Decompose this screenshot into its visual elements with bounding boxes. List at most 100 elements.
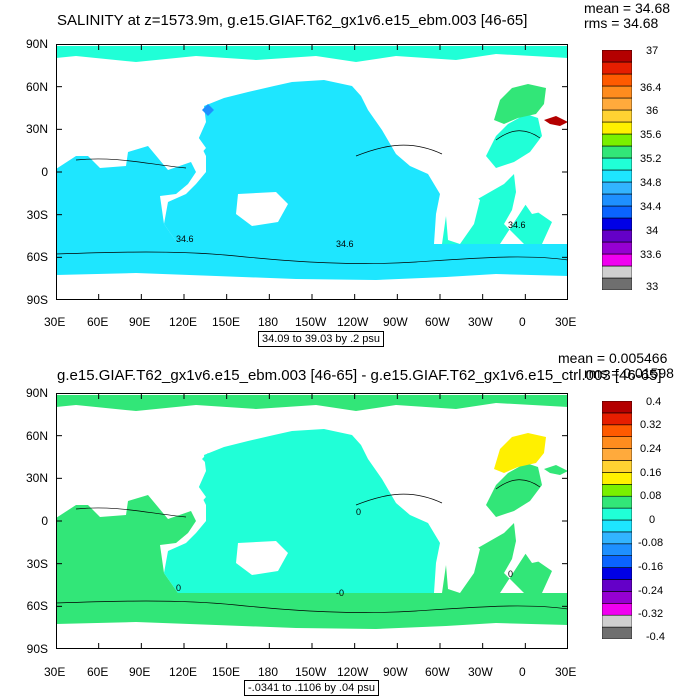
colorbar-label: -0.24 xyxy=(638,585,664,597)
colorbar-box xyxy=(602,169,632,183)
colorbar-label: 0.24 xyxy=(640,443,662,455)
ocean-region-japan-sea xyxy=(202,453,214,465)
colorbar-label: 0.16 xyxy=(640,467,662,479)
contour-line xyxy=(495,130,541,141)
panel-1-rms: rms = 34.68 xyxy=(584,15,659,31)
colorbar-box xyxy=(602,412,632,426)
colorbar-label: 0 xyxy=(649,514,656,526)
lon-label: 0 xyxy=(519,665,526,679)
ocean-region-pacific xyxy=(164,429,440,593)
lat-label: 60S xyxy=(26,250,48,264)
colorbar-box xyxy=(602,229,632,243)
colorbar-box xyxy=(602,591,632,604)
panel-1-colorbar xyxy=(602,50,632,290)
ocean-region-atl-north xyxy=(486,463,542,517)
lon-label: 90W xyxy=(383,665,408,679)
ocean-region-atl-north xyxy=(486,114,542,168)
lat-label: 30N xyxy=(25,122,48,136)
ocean-region-atl-subpolar xyxy=(494,433,546,473)
contour-label: 0 xyxy=(356,507,361,517)
colorbar-label: 0.4 xyxy=(646,396,662,408)
colorbar-box xyxy=(602,507,632,521)
panel-2-rms: rms = 0.01598 xyxy=(584,365,674,381)
lon-label: 60W xyxy=(425,665,450,679)
ocean-region-indian xyxy=(56,146,196,244)
land-mass xyxy=(518,511,558,563)
colorbar-label: 36.4 xyxy=(640,82,662,94)
lon-label: 30E xyxy=(44,315,66,329)
colorbar-label: 36 xyxy=(646,105,659,117)
lon-label: 120W xyxy=(337,315,369,329)
contour-label: 34.6 xyxy=(176,234,194,244)
land-mass xyxy=(236,192,288,226)
panel-2-title: g.e15.GIAF.T62_gx1v6.e15_ebm.003 [46-65]… xyxy=(57,367,662,384)
lat-label: 90N xyxy=(25,386,48,400)
lon-label: 30W xyxy=(468,665,493,679)
contour-line xyxy=(56,251,568,264)
lon-label: 90E xyxy=(129,315,151,329)
panel-1-mean: mean = 34.68 xyxy=(584,0,671,16)
colorbar-label: 35.6 xyxy=(640,129,662,141)
colorbar-box xyxy=(602,603,632,616)
lon-label: 60W xyxy=(425,315,450,329)
lat-label: 90S xyxy=(26,293,48,307)
lat-label: 60S xyxy=(26,599,48,613)
colorbar-box xyxy=(602,401,632,414)
colorbar-box xyxy=(602,109,632,123)
colorbar-label: -0.32 xyxy=(638,608,664,620)
land-mass xyxy=(442,184,480,244)
colorbar-box xyxy=(602,145,632,159)
lon-label: 120E xyxy=(169,315,198,329)
colorbar-box xyxy=(602,61,632,75)
colorbar-box xyxy=(602,85,632,99)
colorbar-label: 33 xyxy=(646,281,659,293)
lon-label: 150W xyxy=(295,315,327,329)
colorbar-box xyxy=(602,133,632,147)
lon-label: 60E xyxy=(87,315,109,329)
lon-label: 30E xyxy=(44,665,66,679)
ocean-region-pacific xyxy=(164,80,440,244)
panel-2-colorbar xyxy=(602,401,632,639)
colorbar-box xyxy=(602,436,632,449)
lon-label: 0 xyxy=(519,315,526,329)
colorbar-box xyxy=(602,484,632,497)
contour-label: -0 xyxy=(336,588,344,598)
colorbar-box xyxy=(602,121,632,135)
lat-label: 30S xyxy=(26,208,48,222)
panel-2-range-label: -.0341 to .1106 by .04 psu xyxy=(244,680,379,696)
lat-label: 90N xyxy=(25,37,48,51)
panel-1-map: 34.6 34.6 34.6 xyxy=(56,44,568,300)
colorbar-box xyxy=(602,614,632,628)
colorbar-box xyxy=(602,241,632,255)
ocean-region-atl-subpolar xyxy=(494,84,546,124)
lat-label: 0 xyxy=(41,165,48,179)
colorbar-box xyxy=(602,97,632,111)
lon-label: 120W xyxy=(337,665,369,679)
colorbar-box xyxy=(602,205,632,219)
colorbar-box xyxy=(602,265,632,279)
colorbar-box xyxy=(602,157,632,171)
land-mass xyxy=(166,483,206,511)
contour-line xyxy=(495,479,541,490)
land-mass xyxy=(236,541,288,575)
colorbar-label: -0.08 xyxy=(638,537,664,549)
colorbar-label: -0.16 xyxy=(638,561,664,573)
lat-label: 0 xyxy=(41,514,48,528)
ocean-region-indian xyxy=(56,495,196,593)
contour-line xyxy=(75,507,187,518)
panel-1-title: SALINITY at z=1573.9m, g.e15.GIAF.T62_gx… xyxy=(57,12,528,29)
colorbar-box xyxy=(602,495,632,509)
colorbar-label: -0.4 xyxy=(646,631,665,643)
ocean-region-med xyxy=(544,465,568,475)
contour-line xyxy=(355,493,443,506)
contour-line xyxy=(56,600,568,613)
colorbar-box xyxy=(602,50,632,63)
lat-label: 30S xyxy=(26,557,48,571)
colorbar-box xyxy=(602,531,632,545)
lon-label: 150E xyxy=(212,665,241,679)
land-mass xyxy=(442,533,480,593)
contour-label: 0 xyxy=(176,583,181,593)
colorbar-box xyxy=(602,555,632,568)
colorbar-box xyxy=(602,448,632,461)
contour-line xyxy=(75,158,187,169)
